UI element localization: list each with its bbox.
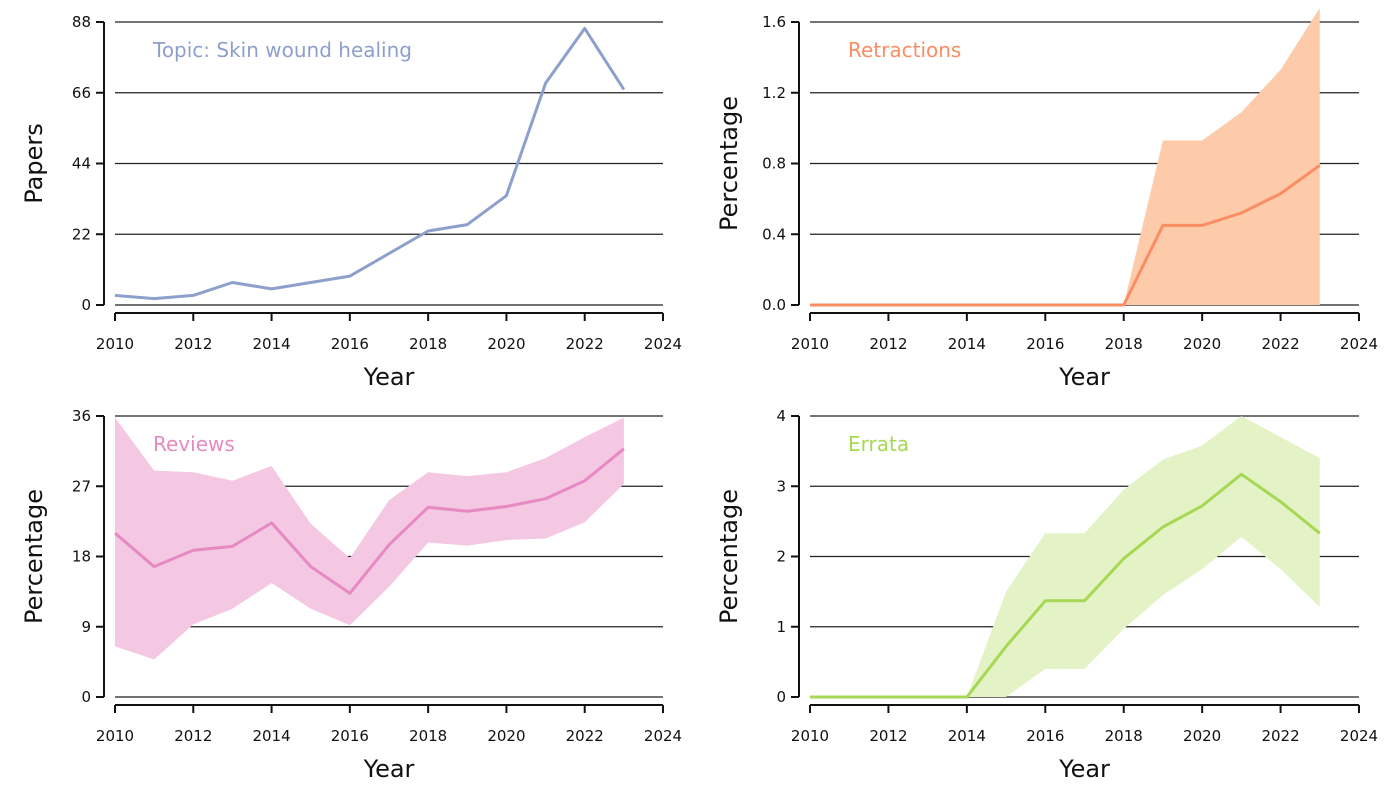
confidence-band bbox=[810, 7, 1320, 306]
x-tick-label: 2024 bbox=[1340, 727, 1378, 745]
series-line bbox=[114, 26, 626, 301]
series-line bbox=[810, 164, 1321, 307]
x-tick-label: 2024 bbox=[644, 335, 682, 353]
y-tick-label: 9 bbox=[81, 618, 91, 636]
y-tick-label: 0 bbox=[81, 688, 91, 706]
y-tick-label: 2 bbox=[776, 548, 786, 566]
x-tick-label: 2010 bbox=[791, 335, 829, 353]
x-tick-label: 2014 bbox=[252, 727, 290, 745]
y-tick-label: 66 bbox=[72, 84, 91, 102]
x-tick-label: 2018 bbox=[409, 727, 447, 745]
y-tick-label: 88 bbox=[72, 13, 91, 31]
x-tick-label: 2020 bbox=[1183, 727, 1221, 745]
x-tick-label: 2020 bbox=[1183, 335, 1221, 353]
y-tick-label: 4 bbox=[776, 407, 786, 425]
y-tick-label: 0 bbox=[81, 296, 91, 314]
x-tick-label: 2012 bbox=[174, 727, 212, 745]
panel-4: 0 1 2 3 4 2010 2012 2014 2016 2018 2020 2022 2024 Yea… bbox=[715, 407, 1378, 783]
panel-label: Retractions bbox=[848, 38, 961, 62]
y-tick-label: 18 bbox=[72, 548, 91, 566]
panel-3: 0 9 18 27 36 2010 2012 2014 2016 2018 2020 2022 2024… bbox=[20, 407, 682, 783]
y-tick-label: 0.8 bbox=[762, 155, 786, 173]
x-axis-label: Year bbox=[363, 755, 415, 783]
x-axis-label: Year bbox=[1058, 755, 1110, 783]
y-axis-label: Percentage bbox=[715, 96, 743, 231]
y-tick-label: 0.0 bbox=[762, 296, 786, 314]
x-tick-label: 2012 bbox=[869, 727, 907, 745]
y-tick-label: 1.2 bbox=[762, 84, 786, 102]
y-axis-label: Percentage bbox=[20, 489, 48, 624]
x-tick-label: 2022 bbox=[566, 727, 604, 745]
panel-label: Reviews bbox=[153, 432, 235, 456]
y-tick-label: 3 bbox=[776, 477, 786, 495]
confidence-band bbox=[115, 417, 624, 660]
x-tick-label: 2022 bbox=[566, 335, 604, 353]
y-tick-label: 27 bbox=[72, 477, 91, 495]
x-tick-label: 2014 bbox=[948, 335, 986, 353]
panel-label: Topic: Skin wound healing bbox=[152, 38, 412, 62]
x-tick-label: 2024 bbox=[1340, 335, 1378, 353]
x-tick-label: 2020 bbox=[487, 335, 525, 353]
x-tick-label: 2010 bbox=[96, 727, 134, 745]
panel-1: 0 22 44 66 88 2010 2012 2014 2016 2018 2020 2022 202… bbox=[20, 13, 682, 391]
x-tick-label: 2018 bbox=[1105, 335, 1143, 353]
x-tick-label: 2012 bbox=[869, 335, 907, 353]
x-tick-label: 2022 bbox=[1261, 727, 1299, 745]
x-axis-label: Year bbox=[363, 363, 415, 391]
y-tick-label: 0.4 bbox=[762, 225, 786, 243]
y-tick-label: 1 bbox=[776, 618, 786, 636]
y-axis-label: Papers bbox=[20, 123, 48, 203]
series-line bbox=[114, 447, 625, 595]
x-tick-label: 2012 bbox=[174, 335, 212, 353]
x-tick-label: 2010 bbox=[96, 335, 134, 353]
panel-label: Errata bbox=[848, 432, 909, 456]
x-tick-label: 2016 bbox=[331, 335, 369, 353]
x-tick-label: 2024 bbox=[644, 727, 682, 745]
x-tick-label: 2016 bbox=[1026, 727, 1064, 745]
x-tick-label: 2022 bbox=[1261, 335, 1299, 353]
panel-2: 0.0 0.4 0.8 1.2 1.6 2010 2012 2014 2016 2018 2020 2… bbox=[715, 7, 1378, 391]
x-tick-label: 2010 bbox=[791, 727, 829, 745]
y-tick-label: 36 bbox=[72, 407, 91, 425]
y-tick-label: 44 bbox=[72, 155, 91, 173]
confidence-band bbox=[810, 416, 1320, 697]
x-tick-label: 2016 bbox=[1026, 335, 1064, 353]
x-tick-label: 2014 bbox=[252, 335, 290, 353]
x-tick-label: 2016 bbox=[331, 727, 369, 745]
y-tick-label: 22 bbox=[72, 225, 91, 243]
x-tick-label: 2018 bbox=[1105, 727, 1143, 745]
series-line bbox=[810, 472, 1321, 699]
x-axis-label: Year bbox=[1058, 363, 1110, 391]
x-tick-label: 2020 bbox=[487, 727, 525, 745]
x-tick-label: 2018 bbox=[409, 335, 447, 353]
y-tick-label: 0 bbox=[776, 688, 786, 706]
y-axis-label: Percentage bbox=[715, 489, 743, 624]
y-tick-label: 1.6 bbox=[762, 13, 786, 31]
x-tick-label: 2014 bbox=[948, 727, 986, 745]
